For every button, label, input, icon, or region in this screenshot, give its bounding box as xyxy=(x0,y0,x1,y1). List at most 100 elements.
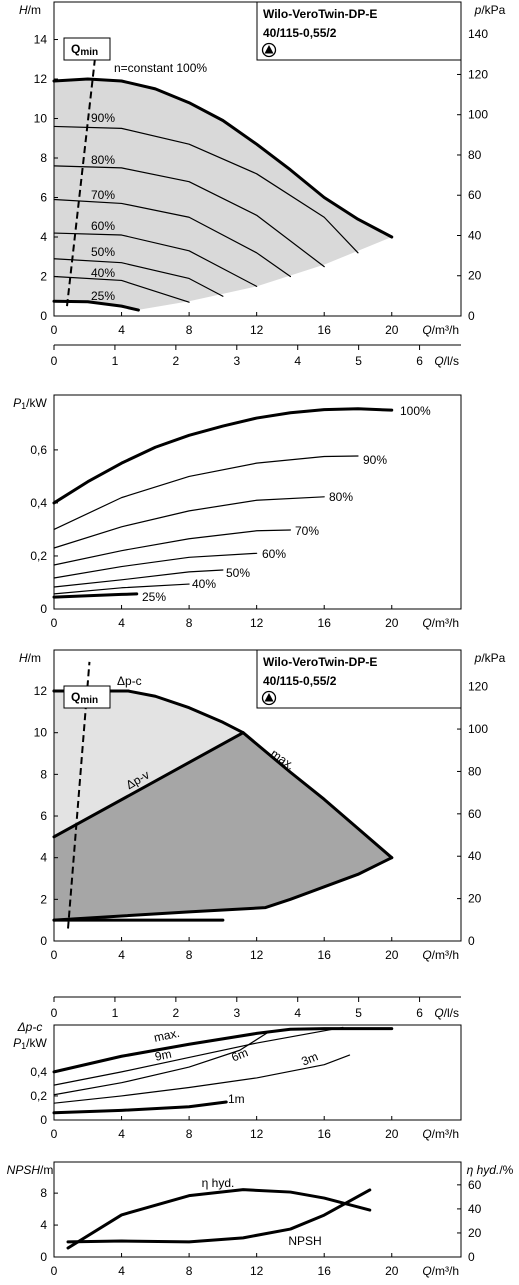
qmin-box xyxy=(63,37,111,61)
x-axis-label-part: /m³/h xyxy=(432,948,459,962)
qmin-label-part: Q xyxy=(71,690,80,704)
x-axis-label-part: Q xyxy=(422,948,431,962)
y-tick-label: 0,6 xyxy=(30,443,47,457)
x-tick-label: 20 xyxy=(385,1264,399,1278)
y2-tick-label: 40 xyxy=(468,228,482,242)
x-axis-label: Q/l/s xyxy=(434,1006,459,1020)
y2-axis-label: p/kPa xyxy=(474,651,506,665)
y2-tick-label: 120 xyxy=(468,67,488,81)
x-axis-label: Q/m³/h xyxy=(422,323,459,337)
curve-label: 6m xyxy=(229,1045,250,1064)
y2-tick-label: 20 xyxy=(468,269,482,283)
curve xyxy=(52,592,139,599)
y2-axis-label-part: p xyxy=(474,651,482,665)
y2-axis-label: η hyd./% xyxy=(467,1163,514,1177)
x-axis-label: Q/m³/h xyxy=(422,948,459,962)
x-axis-label-part: /m³/h xyxy=(432,1264,459,1278)
y-tick-label: 4 xyxy=(40,1218,47,1232)
curve-label: Δp-c xyxy=(117,674,142,688)
x-tick-label: 2 xyxy=(173,354,180,368)
curve xyxy=(53,496,325,549)
y-axis-label: P1/kW xyxy=(13,396,47,411)
y2-tick-label: 140 xyxy=(468,27,488,41)
x-tick-label: 8 xyxy=(186,1264,193,1278)
x-axis-label-part: /m³/h xyxy=(432,616,459,630)
curve-label: max. xyxy=(153,1026,181,1045)
x-tick-label: 20 xyxy=(385,1127,399,1141)
x-axis-label: Q/m³/h xyxy=(422,1264,459,1278)
x-tick-label: 4 xyxy=(118,323,125,337)
operating-region xyxy=(54,691,244,837)
curve xyxy=(66,1188,372,1250)
y-axis-label-part: /m xyxy=(28,651,41,665)
y-tick-label: 4 xyxy=(40,230,47,244)
curve xyxy=(53,232,258,287)
y2-tick-label: 100 xyxy=(468,108,488,122)
y-tick-label: 0 xyxy=(40,309,47,323)
y2-tick-label: 40 xyxy=(468,1202,482,1216)
curve-label: 90% xyxy=(91,111,115,125)
curve xyxy=(52,1100,228,1115)
y-tick-label: 10 xyxy=(34,112,48,126)
plot-frame xyxy=(53,1161,462,1258)
y2-axis-label: p/kPa xyxy=(474,3,506,17)
y2-tick-label: 20 xyxy=(468,892,482,906)
curve xyxy=(53,455,359,531)
y-tick-label: 0 xyxy=(40,602,47,616)
y-tick-label: 0,2 xyxy=(30,549,47,563)
model-name: 40/115-0,55/2 xyxy=(263,26,337,40)
y-axis-label-part: 1 xyxy=(21,1041,26,1051)
curve-label: NPSH xyxy=(288,1234,321,1248)
y-tick-label: 6 xyxy=(40,191,47,205)
y-axis-label-part: H xyxy=(19,3,28,17)
y-tick-label: 8 xyxy=(40,1186,47,1200)
y2-axis-label-part: η hyd. xyxy=(467,1163,500,1177)
x-tick-label: 0 xyxy=(51,616,58,630)
model-name: 40/115-0,55/2 xyxy=(263,674,337,688)
y-tick-label: 4 xyxy=(40,851,47,865)
x-axis-label-part: /l/s xyxy=(444,1006,459,1020)
operating-region xyxy=(54,732,392,921)
x-tick-label: 4 xyxy=(294,1006,301,1020)
x-tick-label: 3 xyxy=(233,1006,240,1020)
x-axis-label-part: Q xyxy=(422,1264,431,1278)
y2-tick-label: 0 xyxy=(468,934,475,948)
x-tick-label: 16 xyxy=(318,948,332,962)
x-axis-label-part: /l/s xyxy=(444,354,459,368)
curve-label: 40% xyxy=(192,577,216,591)
curve-label: n=constant 100% xyxy=(114,61,207,75)
y-tick-label: 0 xyxy=(40,1250,47,1264)
x-axis-label: Q/m³/h xyxy=(422,616,459,630)
x-tick-label: 20 xyxy=(385,948,399,962)
y2-tick-label: 20 xyxy=(468,1226,482,1240)
curve-label: 3m xyxy=(299,1049,320,1068)
curve-label: 50% xyxy=(91,245,115,259)
x-tick-label: 6 xyxy=(416,1006,423,1020)
curve-label: 80% xyxy=(329,490,353,504)
y2-axis-label-part: /% xyxy=(499,1163,513,1177)
y-axis-label: H/m xyxy=(19,651,41,665)
y-axis-label-part: H xyxy=(19,651,28,665)
x-axis-label-part: Q xyxy=(422,616,431,630)
x-tick-label: 8 xyxy=(186,323,193,337)
y-tick-label: 10 xyxy=(34,726,48,740)
x-tick-label: 20 xyxy=(385,616,399,630)
y-tick-label: 12 xyxy=(34,684,48,698)
operating-region xyxy=(54,79,392,311)
x-tick-label: 5 xyxy=(355,354,362,368)
y-tick-label: 6 xyxy=(40,809,47,823)
y2-tick-label: 60 xyxy=(468,1178,482,1192)
x-tick-label: 12 xyxy=(250,616,264,630)
x-tick-label: 8 xyxy=(186,616,193,630)
x-tick-label: 2 xyxy=(173,1006,180,1020)
y-axis-label-part: P xyxy=(13,396,21,410)
pump-symbol-triangle xyxy=(264,693,274,702)
y2-tick-label: 100 xyxy=(468,722,488,736)
x-tick-label: 4 xyxy=(118,616,125,630)
curve xyxy=(53,1030,271,1096)
plot-frame xyxy=(53,394,462,610)
x-tick-label: 3 xyxy=(233,354,240,368)
curve xyxy=(52,1027,394,1074)
curve-label: 40% xyxy=(91,266,115,280)
